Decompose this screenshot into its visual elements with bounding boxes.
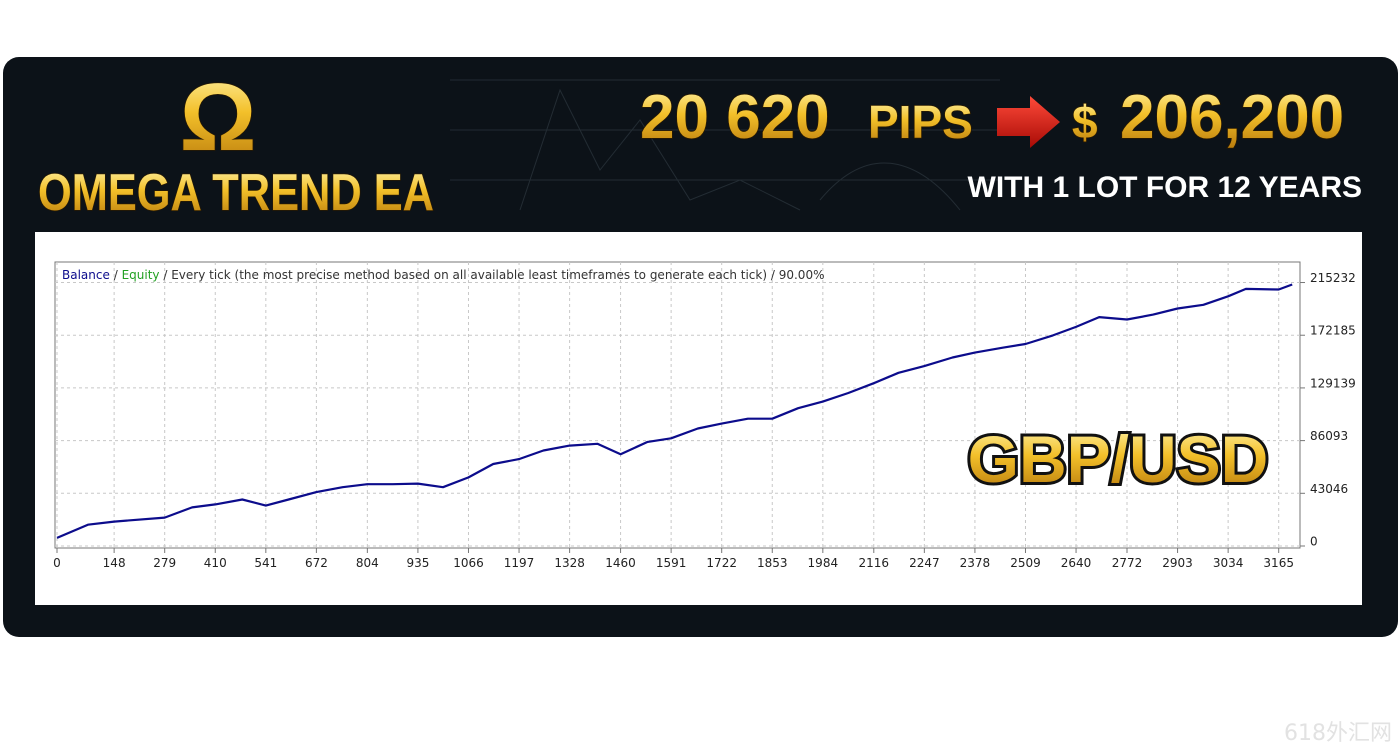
x-tick-label: 935: [406, 556, 429, 570]
x-tick-label: 0: [53, 556, 61, 570]
y-tick-label: 129139: [1310, 376, 1356, 390]
x-tick-label: 1853: [757, 556, 788, 570]
x-tick-label: 410: [204, 556, 227, 570]
x-tick-label: 1722: [706, 556, 737, 570]
x-tick-label: 2247: [909, 556, 940, 570]
legend-separator: /: [163, 268, 168, 282]
x-tick-label: 148: [103, 556, 126, 570]
x-tick-label: 2116: [859, 556, 890, 570]
arrow: [997, 96, 1060, 148]
watermark: 618外汇网: [1284, 721, 1392, 746]
tagline: WITH 1 LOT FOR 12 YEARS: [968, 171, 1363, 204]
y-tick-label: 86093: [1310, 429, 1348, 443]
legend-separator: /: [114, 268, 119, 282]
x-tick-label: 1984: [808, 556, 839, 570]
x-tick-label: 2772: [1112, 556, 1143, 570]
pips-value: 20 620: [640, 83, 830, 152]
x-tick-label: 2903: [1162, 556, 1193, 570]
x-tick-label: 2640: [1061, 556, 1092, 570]
x-tick-label: 1066: [453, 556, 484, 570]
logo-symbol: Ω: [180, 64, 257, 171]
x-tick-label: 541: [254, 556, 277, 570]
x-tick-label: 1591: [656, 556, 687, 570]
legend-separator: /: [771, 268, 776, 282]
background-decor: [450, 79, 1000, 211]
x-tick-label: 1460: [605, 556, 636, 570]
quality: 90.00%: [779, 268, 825, 282]
chart: 0 43046 86093 129139 172185 215232 0 148 279 410 5…: [53, 262, 1356, 570]
y-tick-label: 43046: [1310, 482, 1348, 496]
money-value: 206,200: [1120, 83, 1344, 152]
legend-equity: Equity: [122, 268, 160, 282]
x-tick-label: 672: [305, 556, 328, 570]
subtitle: Every tick (the most precise method base…: [171, 268, 767, 282]
balance-line: [56, 283, 1293, 539]
brand-title: OMEGA TREND EA: [38, 164, 434, 222]
plot-area: [54, 261, 1301, 549]
x-tick-label: 1197: [504, 556, 535, 570]
x-tick-label: 279: [153, 556, 176, 570]
legend-balance: Balance: [62, 268, 110, 282]
pair-label: GBP/USD: [968, 422, 1269, 496]
x-tick-label: 3165: [1263, 556, 1294, 570]
y-tick-label: 215232: [1310, 271, 1356, 285]
y-tick-label: 172185: [1310, 324, 1356, 338]
x-tick-label: 1328: [554, 556, 585, 570]
x-tick-label: 2509: [1010, 556, 1041, 570]
x-tick-label: 2378: [960, 556, 991, 570]
legend: Balance / Equity / Every tick (the most …: [62, 268, 824, 282]
x-tick-label: 804: [356, 556, 379, 570]
x-tick-label: 3034: [1213, 556, 1244, 570]
y-tick-label: 0: [1310, 535, 1318, 549]
pips-unit: PIPS: [868, 96, 973, 148]
currency-sign: $: [1072, 96, 1098, 148]
